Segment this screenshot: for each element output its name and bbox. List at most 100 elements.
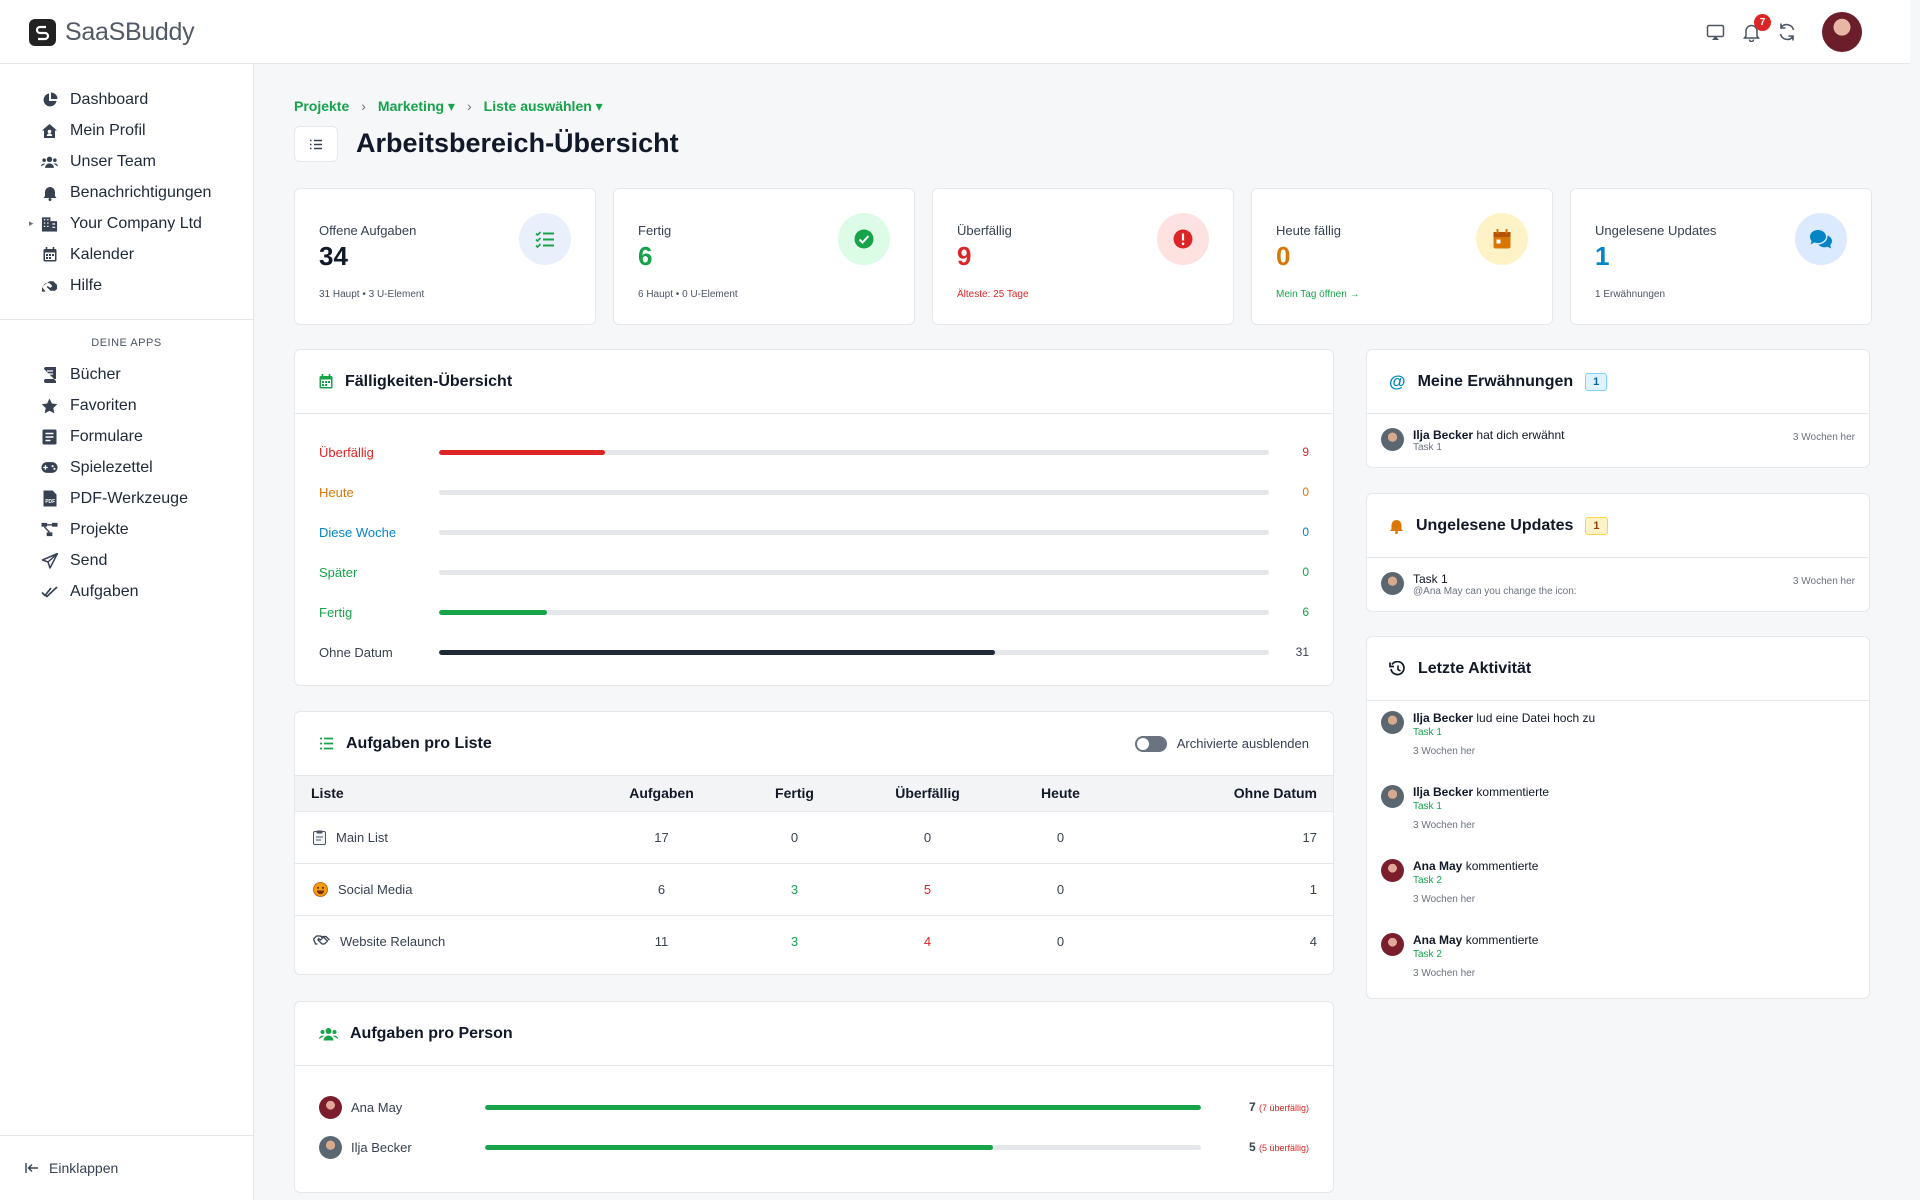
due-row-value: 0 bbox=[1302, 485, 1309, 499]
sidebar-app-bücher[interactable]: Bücher bbox=[0, 359, 253, 390]
due-progress-bar bbox=[439, 609, 1269, 615]
due-row-value: 0 bbox=[1302, 565, 1309, 579]
cell-tasks: 11 bbox=[595, 914, 728, 967]
sidebar-item-unser-team[interactable]: Unser Team bbox=[0, 146, 253, 177]
stat-value: 9 bbox=[957, 241, 972, 271]
breadcrumb-root[interactable]: Projekte bbox=[294, 98, 350, 114]
activity-task-link[interactable]: Task 2 bbox=[1413, 875, 1442, 886]
list-name[interactable]: Social Media bbox=[338, 881, 413, 897]
activity-user[interactable]: Ana May bbox=[1413, 859, 1463, 873]
avatar bbox=[1381, 572, 1404, 595]
sidebar-item-label: Dashboard bbox=[70, 90, 149, 108]
recent-activity-title: Letzte Aktivität bbox=[1418, 659, 1532, 677]
cell-overdue: 4 bbox=[861, 914, 994, 967]
mention-item[interactable]: Ilja Becker hat dich erwähnt Task 1 3 Wo… bbox=[1381, 428, 1855, 453]
book-icon bbox=[41, 366, 58, 383]
stat-card[interactable]: Überfällig 9 Älteste: 25 Tage bbox=[932, 188, 1234, 325]
activity-task-link[interactable]: Task 1 bbox=[1413, 801, 1442, 812]
due-progress-bar bbox=[439, 449, 1269, 455]
stat-card[interactable]: Heute fällig 0 Mein Tag öffnen → bbox=[1251, 188, 1553, 325]
activity-item[interactable]: Ana May kommentierte Task 2 3 Wochen her bbox=[1381, 933, 1855, 979]
archived-toggle-label: Archivierte ausblenden bbox=[1176, 736, 1309, 751]
activity-item[interactable]: Ilja Becker lud eine Datei hoch zu Task 1… bbox=[1381, 711, 1855, 757]
sidebar-app-aufgaben[interactable]: Aufgaben bbox=[0, 576, 253, 607]
collapse-button[interactable]: Einklappen bbox=[0, 1135, 253, 1200]
activity-item[interactable]: Ilja Becker kommentierte Task 1 3 Wochen h… bbox=[1381, 785, 1855, 831]
due-row[interactable]: Ohne Datum 31 bbox=[319, 642, 1309, 662]
person-row[interactable]: Ilja Becker 5 (5 überfällig) bbox=[319, 1134, 1309, 1160]
stat-value: 0 bbox=[1276, 241, 1291, 271]
sidebar-app-spielezettel[interactable]: Spielezettel bbox=[0, 452, 253, 483]
stat-subtitle[interactable]: Mein Tag öffnen → bbox=[1276, 289, 1360, 300]
calendar-icon bbox=[319, 374, 333, 389]
due-row-value: 9 bbox=[1302, 445, 1309, 459]
cell-overdue: 0 bbox=[861, 810, 994, 863]
avatar bbox=[1381, 428, 1404, 451]
unread-item[interactable]: Task 1 @Ana May can you change the icon:… bbox=[1381, 572, 1855, 597]
stat-card[interactable]: Fertig 6 6 Haupt • 0 U-Element bbox=[613, 188, 915, 325]
sidebar-item-mein-profil[interactable]: Mein Profil bbox=[0, 115, 253, 146]
cell-overdue: 5 bbox=[861, 862, 994, 915]
stat-card[interactable]: Ungelesene Updates 1 1 Erwähnungen bbox=[1570, 188, 1872, 325]
stat-label: Offene Aufgaben bbox=[319, 223, 417, 238]
cell-done: 0 bbox=[728, 810, 861, 863]
activity-user[interactable]: Ana May bbox=[1413, 933, 1463, 947]
activity-user[interactable]: Ilja Becker bbox=[1413, 785, 1474, 799]
mentions-count-badge: 1 bbox=[1585, 372, 1608, 391]
sidebar-item-hilfe[interactable]: Hilfe bbox=[0, 270, 253, 301]
table-row[interactable]: Social Media 6 3 5 0 1 bbox=[295, 862, 1333, 915]
sidebar-app-pdf-werkzeuge[interactable]: PDF PDF-Werkzeuge bbox=[0, 483, 253, 514]
refresh-icon[interactable] bbox=[1776, 21, 1798, 43]
stat-subtitle: 31 Haupt • 3 U-Element bbox=[319, 289, 425, 300]
activity-user[interactable]: Ilja Becker bbox=[1413, 711, 1474, 725]
list-ul-icon bbox=[320, 737, 333, 750]
list-name[interactable]: Website Relaunch bbox=[340, 933, 446, 949]
due-row[interactable]: Überfällig 9 bbox=[319, 442, 1309, 462]
sidebar-item-benachrichtigungen[interactable]: Benachrichtigungen bbox=[0, 177, 253, 208]
table-row[interactable]: Website Relaunch 11 3 4 0 4 bbox=[295, 914, 1333, 967]
person-row[interactable]: Ana May 7 (7 überfällig) bbox=[319, 1094, 1309, 1120]
cast-icon[interactable] bbox=[1704, 21, 1726, 43]
activity-item[interactable]: Ana May kommentierte Task 2 3 Wochen her bbox=[1381, 859, 1855, 905]
app-logo[interactable]: SaaSBuddy bbox=[29, 18, 195, 47]
stat-label: Überfällig bbox=[957, 223, 1012, 238]
chevron-right-icon[interactable]: ▸ bbox=[29, 218, 34, 228]
sidebar-app-send[interactable]: Send bbox=[0, 545, 253, 576]
due-row[interactable]: Später 0 bbox=[319, 562, 1309, 582]
stat-card[interactable]: Offene Aufgaben 34 31 Haupt • 3 U-Element bbox=[294, 188, 596, 325]
notifications-button[interactable]: 7 bbox=[1740, 14, 1771, 43]
due-row[interactable]: Diese Woche 0 bbox=[319, 522, 1309, 542]
archived-toggle[interactable] bbox=[1134, 735, 1167, 752]
clipboard-icon bbox=[313, 830, 326, 845]
gamepad-icon bbox=[41, 459, 58, 476]
sidebar-item-label: Hilfe bbox=[70, 276, 103, 294]
due-progress-bar bbox=[439, 529, 1269, 535]
sidebar-item-label: Mein Profil bbox=[70, 121, 146, 139]
sidebar-item-label: Send bbox=[70, 551, 108, 569]
breadcrumb-list-dropdown[interactable]: Liste auswählen ▾ bbox=[483, 98, 603, 114]
stat-label: Heute fällig bbox=[1276, 223, 1342, 238]
avatar bbox=[1381, 711, 1404, 734]
user-avatar[interactable] bbox=[1822, 12, 1862, 52]
column-header: Liste bbox=[311, 785, 344, 802]
sidebar-app-formulare[interactable]: Formulare bbox=[0, 421, 253, 452]
table-row[interactable]: Main List 17 0 0 0 17 bbox=[295, 810, 1333, 863]
activity-task-link[interactable]: Task 2 bbox=[1413, 949, 1442, 960]
list-name[interactable]: Main List bbox=[336, 829, 389, 845]
due-row[interactable]: Fertig 6 bbox=[319, 602, 1309, 622]
sidebar-app-favoriten[interactable]: Favoriten bbox=[0, 390, 253, 421]
avatar bbox=[319, 1135, 342, 1159]
sidebar-app-projekte[interactable]: Projekte bbox=[0, 514, 253, 545]
list-menu-button[interactable] bbox=[294, 126, 338, 162]
sidebar-item-kalender[interactable]: Kalender bbox=[0, 239, 253, 270]
sidebar-item-dashboard[interactable]: Dashboard bbox=[0, 84, 253, 115]
activity-task-link[interactable]: Task 1 bbox=[1413, 727, 1442, 738]
due-row[interactable]: Heute 0 bbox=[319, 482, 1309, 502]
grinning-face-icon bbox=[313, 881, 328, 897]
hands-helping-icon bbox=[41, 277, 58, 294]
project-diagram-icon bbox=[41, 521, 58, 538]
sidebar-item-your-company-ltd[interactable]: ▸ Your Company Ltd bbox=[0, 208, 253, 239]
apps-section-title: DEINE APPS bbox=[91, 337, 162, 349]
stat-value: 1 bbox=[1595, 241, 1610, 271]
breadcrumb-project-dropdown[interactable]: Marketing ▾ bbox=[377, 98, 455, 114]
